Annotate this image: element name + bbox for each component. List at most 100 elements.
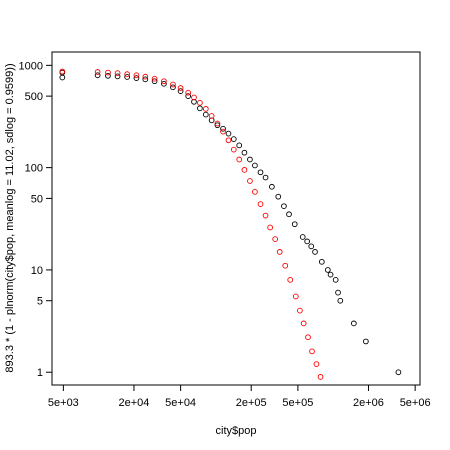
- data-point: [191, 98, 197, 105]
- data-point: [262, 174, 269, 181]
- y-tick-label: 50: [31, 193, 43, 205]
- data-point: [276, 249, 283, 255]
- data-point: [151, 78, 158, 85]
- data-point: [395, 369, 402, 376]
- data-point: [214, 122, 221, 129]
- x-tick-label: 2e+06: [353, 397, 384, 409]
- data-point: [305, 334, 311, 341]
- data-point: [94, 72, 101, 79]
- data-point: [161, 78, 167, 85]
- y-tick-label: 500: [25, 91, 43, 103]
- data-point: [318, 258, 325, 265]
- series-0: [59, 69, 402, 376]
- x-tick-label: 5e+04: [165, 397, 196, 409]
- data-point: [230, 136, 237, 142]
- data-point: [59, 74, 66, 81]
- y-tick-label: 100: [25, 163, 43, 175]
- data-point: [241, 149, 248, 156]
- data-points: [59, 68, 402, 380]
- y-axis: 1 5 10 50 100 500 1000: [19, 60, 52, 379]
- data-point: [257, 201, 264, 207]
- data-point: [225, 130, 232, 137]
- y-tick-label: 1000: [19, 60, 43, 72]
- data-point: [241, 167, 248, 173]
- data-point: [282, 262, 289, 269]
- data-point: [142, 76, 149, 83]
- data-point: [257, 169, 264, 176]
- data-point: [59, 68, 66, 75]
- data-point: [94, 69, 101, 75]
- data-point: [247, 156, 253, 163]
- data-point: [332, 276, 339, 283]
- data-point: [312, 249, 318, 255]
- data-point: [286, 211, 292, 218]
- data-point: [202, 106, 209, 112]
- data-point: [262, 212, 269, 219]
- data-point: [185, 89, 192, 96]
- data-point: [300, 320, 307, 327]
- x-axis: 5e+03 2e+04 5e+04 2e+05 5e+05 2e+06 5e+06: [48, 385, 431, 409]
- data-point: [133, 72, 140, 79]
- data-point: [309, 348, 315, 355]
- y-axis-label: 893.3 * (1 - plnorm(city$pop, meanlog = …: [4, 63, 16, 372]
- y-tick-label: 10: [31, 265, 43, 277]
- data-point: [291, 221, 298, 228]
- data-point: [197, 105, 203, 112]
- data-point: [220, 128, 226, 135]
- x-tick-label: 5e+06: [400, 397, 431, 409]
- data-point: [214, 120, 221, 127]
- data-point: [170, 81, 176, 88]
- x-tick-label: 5e+05: [282, 397, 313, 409]
- data-point: [225, 137, 232, 144]
- data-point: [236, 156, 243, 163]
- data-point: [105, 69, 111, 76]
- data-point: [267, 224, 273, 231]
- data-point: [185, 93, 192, 99]
- data-point: [313, 361, 320, 367]
- data-point: [350, 320, 357, 327]
- data-point: [287, 276, 294, 283]
- data-point: [124, 71, 131, 77]
- plot-frame: [51, 51, 421, 386]
- data-point: [202, 111, 209, 118]
- data-point: [304, 238, 311, 245]
- data-point: [114, 73, 121, 80]
- data-point: [269, 183, 275, 190]
- data-point: [335, 289, 341, 296]
- data-point: [114, 70, 121, 76]
- data-point: [292, 293, 299, 300]
- data-point: [275, 193, 282, 200]
- data-point: [252, 162, 258, 169]
- data-point: [191, 94, 197, 101]
- data-point: [324, 267, 331, 273]
- data-point: [151, 75, 158, 82]
- data-point: [170, 84, 176, 91]
- data-point: [230, 146, 237, 153]
- data-point: [124, 74, 131, 80]
- data-point: [133, 75, 140, 81]
- data-point: [327, 271, 334, 278]
- x-tick-label: 2e+05: [236, 397, 267, 409]
- data-point: [197, 99, 203, 106]
- data-point: [208, 113, 215, 119]
- x-tick-label: 5e+03: [48, 397, 79, 409]
- series-1: [59, 68, 324, 380]
- data-point: [177, 88, 184, 94]
- data-point: [297, 307, 303, 314]
- data-point: [272, 236, 279, 242]
- data-point: [177, 85, 184, 91]
- y-tick-label: 5: [37, 296, 43, 308]
- data-point: [317, 374, 324, 380]
- data-point: [363, 338, 369, 345]
- data-point: [105, 72, 111, 79]
- x-axis-label: city$pop: [216, 425, 257, 437]
- data-point: [220, 125, 226, 132]
- data-point: [142, 73, 149, 80]
- data-point: [337, 297, 344, 304]
- data-point: [236, 142, 243, 149]
- data-point: [299, 234, 306, 240]
- data-point: [308, 243, 315, 250]
- y-tick-label: 1: [37, 367, 43, 379]
- x-tick-label: 2e+04: [119, 397, 150, 409]
